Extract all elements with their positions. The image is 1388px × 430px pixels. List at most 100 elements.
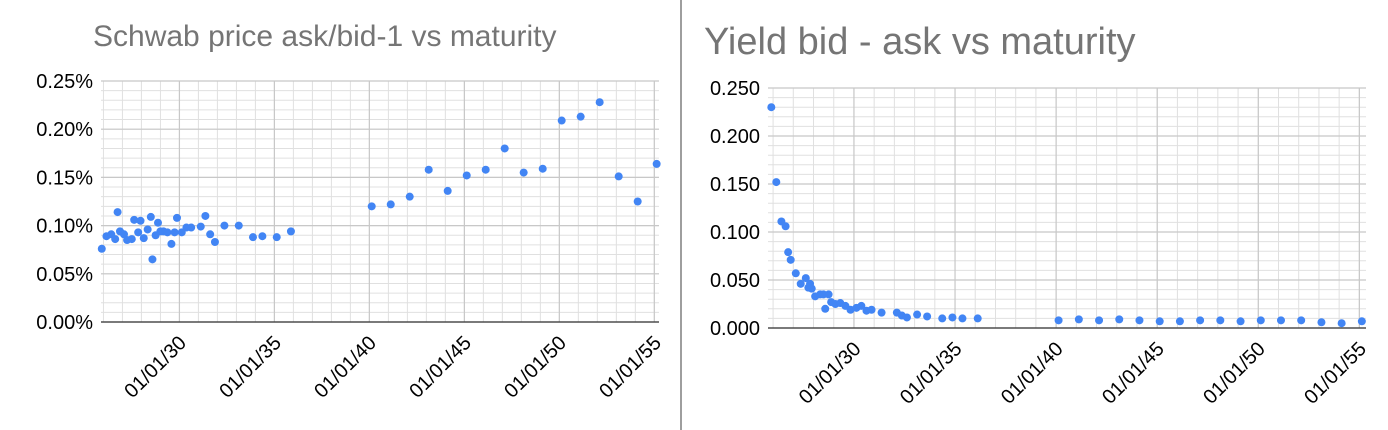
data-point — [462, 171, 471, 180]
data-point — [172, 213, 181, 222]
data-point — [791, 269, 800, 278]
data-point — [367, 202, 376, 211]
data-point — [767, 103, 776, 112]
data-point — [134, 228, 143, 237]
x-tick-label: 01/01/45 — [405, 332, 476, 403]
data-point — [857, 301, 866, 310]
data-point — [111, 235, 120, 244]
data-point — [187, 223, 196, 232]
data-point — [1115, 315, 1124, 324]
grid — [101, 80, 659, 323]
y-tick-label: 0.000 — [710, 318, 760, 340]
data-point — [258, 232, 267, 241]
y-tick-label: 0.00% — [36, 312, 93, 334]
data-point — [167, 239, 176, 248]
chart-title: Yield bid - ask vs maturity — [704, 21, 1136, 63]
y-tick-label: 0.05% — [36, 264, 93, 286]
x-tick-label: 01/01/50 — [1199, 338, 1270, 409]
data-point — [500, 144, 509, 153]
x-tick-label: 01/01/35 — [215, 332, 286, 403]
data-point — [958, 314, 967, 323]
data-point — [210, 237, 219, 246]
data-point — [272, 233, 281, 242]
data-point — [1074, 315, 1083, 324]
x-tick-label: 01/01/50 — [500, 332, 571, 403]
data-point — [154, 218, 163, 227]
x-tick-label: 01/01/55 — [595, 332, 666, 403]
data-point — [127, 235, 136, 244]
data-point — [1236, 317, 1245, 326]
data-point — [1095, 316, 1104, 325]
data-point — [807, 284, 816, 293]
data-point — [948, 313, 957, 322]
data-point — [139, 234, 148, 243]
data-point — [163, 228, 172, 237]
data-point — [781, 222, 790, 231]
chart-title: Schwab price ask/bid-1 vs maturity — [93, 20, 557, 53]
data-point — [1256, 316, 1265, 325]
data-points — [97, 98, 661, 264]
data-point — [652, 159, 661, 168]
data-point — [97, 244, 106, 253]
data-point — [1276, 316, 1285, 325]
y-tick-label: 0.250 — [710, 78, 760, 100]
data-point — [148, 255, 157, 264]
data-points — [767, 103, 1366, 328]
data-point — [1216, 316, 1225, 325]
x-tick-label: 01/01/35 — [896, 338, 967, 409]
data-point — [424, 165, 433, 174]
data-point — [386, 200, 395, 209]
data-point — [784, 248, 793, 257]
data-point — [576, 112, 585, 121]
data-point — [220, 221, 229, 230]
data-point — [538, 164, 547, 173]
data-point — [146, 212, 155, 221]
grid — [768, 87, 1366, 329]
data-point — [1357, 317, 1366, 326]
y-tick-label: 0.100 — [710, 222, 760, 244]
y-tick-label: 0.150 — [710, 174, 760, 196]
data-point — [923, 312, 932, 321]
data-point — [1297, 316, 1306, 325]
data-point — [286, 227, 295, 236]
data-point — [113, 208, 122, 217]
y-tick-label: 0.200 — [710, 126, 760, 148]
chart-panel-price: Schwab price ask/bid-1 vs maturity 0.00%… — [0, 0, 680, 430]
data-point — [938, 314, 947, 323]
data-point — [633, 197, 642, 206]
data-point — [614, 172, 623, 181]
data-point — [130, 215, 139, 224]
x-tick-label: 01/01/30 — [795, 338, 866, 409]
data-point — [772, 178, 781, 187]
data-point — [201, 211, 210, 220]
data-point — [443, 186, 452, 195]
data-point — [136, 216, 145, 225]
y-tick-label: 0.050 — [710, 270, 760, 292]
x-tick-label: 01/01/40 — [997, 338, 1068, 409]
data-point — [206, 230, 215, 239]
data-point — [877, 308, 886, 317]
data-point — [481, 165, 490, 174]
data-point — [519, 168, 528, 177]
data-point — [1175, 317, 1184, 326]
data-point — [824, 290, 833, 299]
x-tick-label: 01/01/45 — [1098, 338, 1169, 409]
data-point — [234, 221, 243, 230]
data-point — [867, 305, 876, 314]
data-point — [821, 304, 830, 313]
y-tick-label: 0.25% — [36, 71, 93, 93]
panel-divider — [680, 0, 682, 430]
data-point — [595, 98, 604, 107]
data-point — [796, 279, 805, 288]
data-point — [1135, 316, 1144, 325]
x-tick-label: 01/01/55 — [1300, 338, 1371, 409]
price-ask-bid-chart: Schwab price ask/bid-1 vs maturity 0.00%… — [36, 20, 666, 403]
data-point — [1155, 317, 1164, 326]
x-tick-label: 01/01/30 — [120, 332, 191, 403]
x-tick-label: 01/01/40 — [310, 332, 381, 403]
data-point — [196, 222, 205, 231]
data-point — [973, 314, 982, 323]
data-point — [786, 255, 795, 264]
data-point — [170, 228, 179, 237]
data-point — [1317, 318, 1326, 327]
